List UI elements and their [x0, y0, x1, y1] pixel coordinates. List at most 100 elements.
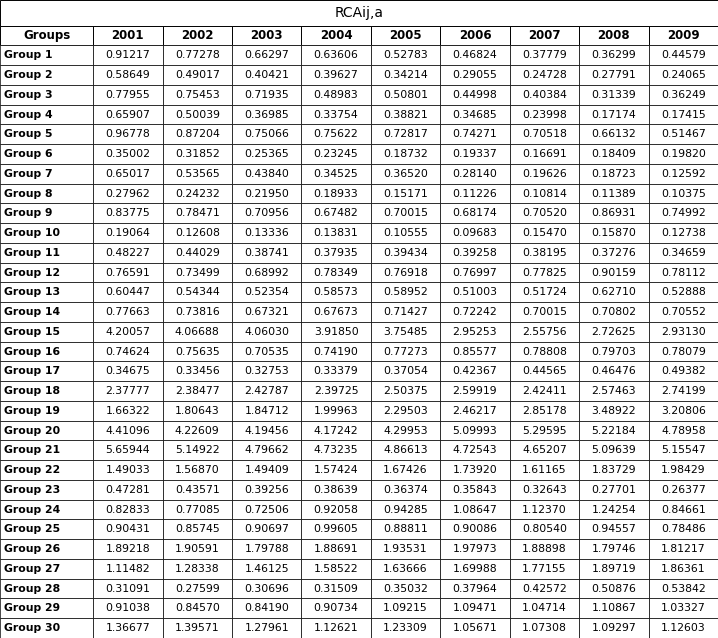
- Bar: [648, 283, 718, 302]
- Text: 2.57463: 2.57463: [592, 386, 636, 396]
- Text: 0.91217: 0.91217: [106, 50, 150, 61]
- Text: Group 2: Group 2: [4, 70, 52, 80]
- Bar: [302, 184, 370, 204]
- Text: 2.74199: 2.74199: [661, 386, 706, 396]
- Bar: [440, 539, 510, 559]
- Bar: [0, 559, 93, 579]
- Text: 1.61165: 1.61165: [522, 465, 567, 475]
- Bar: [440, 460, 510, 480]
- Text: 2.50375: 2.50375: [383, 386, 428, 396]
- Bar: [162, 362, 232, 382]
- Text: 0.52354: 0.52354: [244, 287, 289, 297]
- Text: 0.91038: 0.91038: [106, 604, 150, 613]
- Text: 0.58573: 0.58573: [314, 287, 358, 297]
- Bar: [0, 519, 93, 539]
- Bar: [232, 539, 302, 559]
- Text: 4.19456: 4.19456: [244, 426, 289, 436]
- Bar: [440, 65, 510, 85]
- Text: 0.28140: 0.28140: [452, 169, 498, 179]
- Text: 0.70956: 0.70956: [244, 209, 289, 218]
- Bar: [0, 65, 93, 85]
- Bar: [162, 144, 232, 164]
- Bar: [648, 598, 718, 618]
- Text: 0.18409: 0.18409: [592, 149, 636, 159]
- Bar: [162, 382, 232, 401]
- Bar: [648, 618, 718, 638]
- Text: 1.28338: 1.28338: [175, 564, 220, 574]
- Text: 0.47281: 0.47281: [106, 485, 150, 495]
- Bar: [0, 204, 93, 223]
- Bar: [440, 164, 510, 184]
- Text: 0.37964: 0.37964: [452, 584, 498, 593]
- Bar: [440, 401, 510, 420]
- Bar: [232, 480, 302, 500]
- Bar: [232, 440, 302, 460]
- Bar: [579, 65, 648, 85]
- Bar: [648, 559, 718, 579]
- Bar: [440, 204, 510, 223]
- Text: 0.76591: 0.76591: [106, 267, 150, 278]
- Bar: [648, 223, 718, 243]
- Bar: [579, 420, 648, 440]
- Bar: [510, 45, 579, 65]
- Bar: [302, 519, 370, 539]
- Bar: [162, 618, 232, 638]
- Text: 0.34659: 0.34659: [661, 248, 706, 258]
- Bar: [648, 26, 718, 45]
- Text: Group 25: Group 25: [4, 524, 60, 535]
- Bar: [232, 322, 302, 342]
- Bar: [440, 440, 510, 460]
- Bar: [302, 144, 370, 164]
- Bar: [370, 223, 440, 243]
- Text: 0.15870: 0.15870: [592, 228, 636, 238]
- Bar: [510, 460, 579, 480]
- Bar: [370, 401, 440, 420]
- Text: 1.36677: 1.36677: [106, 623, 150, 633]
- Bar: [370, 480, 440, 500]
- Bar: [0, 500, 93, 519]
- Text: 0.83775: 0.83775: [106, 209, 150, 218]
- Text: 0.90734: 0.90734: [314, 604, 358, 613]
- Bar: [648, 539, 718, 559]
- Text: 1.39571: 1.39571: [175, 623, 220, 633]
- Bar: [93, 283, 162, 302]
- Text: 2007: 2007: [528, 29, 561, 42]
- Text: 0.90159: 0.90159: [592, 267, 636, 278]
- Text: Group 7: Group 7: [4, 169, 52, 179]
- Text: 0.43571: 0.43571: [175, 485, 220, 495]
- Text: 1.03327: 1.03327: [661, 604, 706, 613]
- Text: 0.19064: 0.19064: [106, 228, 150, 238]
- Text: 2.38477: 2.38477: [175, 386, 220, 396]
- Text: 0.85745: 0.85745: [175, 524, 220, 535]
- Text: 0.66132: 0.66132: [592, 130, 636, 139]
- Bar: [0, 382, 93, 401]
- Text: Group 10: Group 10: [4, 228, 60, 238]
- Text: Group 23: Group 23: [4, 485, 60, 495]
- Text: 0.23245: 0.23245: [314, 149, 358, 159]
- Bar: [93, 500, 162, 519]
- Text: 1.23309: 1.23309: [383, 623, 428, 633]
- Text: 0.40421: 0.40421: [244, 70, 289, 80]
- Bar: [579, 440, 648, 460]
- Bar: [579, 598, 648, 618]
- Bar: [648, 460, 718, 480]
- Bar: [302, 598, 370, 618]
- Bar: [579, 164, 648, 184]
- Text: 1.46125: 1.46125: [244, 564, 289, 574]
- Text: 2.46217: 2.46217: [452, 406, 498, 416]
- Text: 0.86931: 0.86931: [592, 209, 636, 218]
- Bar: [370, 382, 440, 401]
- Bar: [93, 124, 162, 144]
- Bar: [510, 105, 579, 124]
- Text: Group 28: Group 28: [4, 584, 60, 593]
- Bar: [510, 302, 579, 322]
- Bar: [0, 184, 93, 204]
- Text: 0.37935: 0.37935: [314, 248, 358, 258]
- Bar: [302, 65, 370, 85]
- Bar: [579, 283, 648, 302]
- Bar: [162, 519, 232, 539]
- Text: 0.74190: 0.74190: [314, 346, 358, 357]
- Bar: [0, 362, 93, 382]
- Bar: [648, 420, 718, 440]
- Bar: [579, 302, 648, 322]
